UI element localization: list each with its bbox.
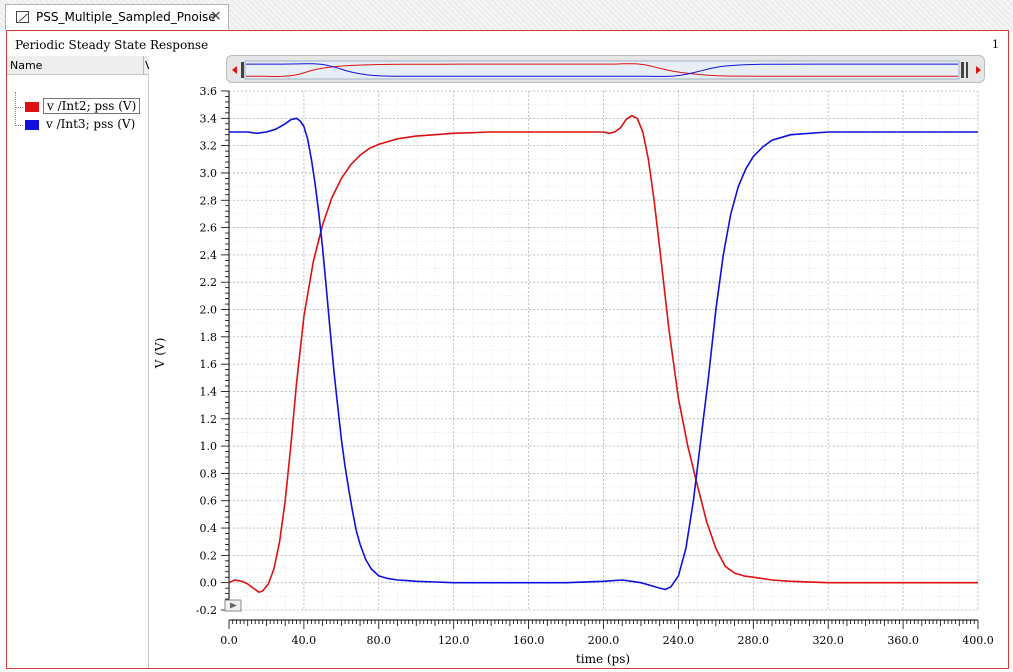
- grid: [228, 90, 979, 611]
- y-tick-label: 0.6: [200, 495, 218, 508]
- x-axis-label: time (ps): [576, 652, 630, 666]
- legend-swatch-int2: [25, 102, 39, 112]
- overview-window[interactable]: [244, 60, 960, 80]
- y-tick-label: 0.0: [200, 577, 218, 590]
- x-tick-label: 80.0: [367, 634, 392, 647]
- scroll-right-arrow-icon[interactable]: [976, 66, 981, 74]
- x-tick-label: 120.0: [438, 634, 470, 647]
- x-tick-label: 200.0: [588, 634, 620, 647]
- legend-label-int2: v /Int2; pss (V): [43, 98, 141, 114]
- overview-trace-int2: [245, 63, 958, 77]
- x-tick-labels: 0.0 40.0 80.0 120.0 160.0 200.0 240.0 280.0 320.…: [220, 634, 994, 647]
- x-tick-label: 400.0: [962, 634, 994, 647]
- legend-swatch-int3: [25, 120, 39, 130]
- value-column-header[interactable]: V: [145, 59, 149, 72]
- y-tick-label: 2.8: [200, 194, 218, 207]
- x-tick-label: 160.0: [513, 634, 545, 647]
- y-tick-label: 2.0: [200, 304, 218, 317]
- axes: [221, 90, 979, 629]
- tree-line: [15, 92, 17, 124]
- y-tick-label: 2.6: [200, 222, 218, 235]
- y-tick-label: 0.8: [200, 467, 218, 480]
- tree-branch: [15, 125, 23, 126]
- x-tick-label: 320.0: [812, 634, 844, 647]
- graph-frame: Periodic Steady State Response 1 Name V …: [6, 30, 1009, 669]
- tree-branch: [15, 107, 23, 108]
- series-line-int3[interactable]: [229, 117, 978, 591]
- tab-bar: PSS_Multiple_Sampled_Pnoise ×: [0, 0, 1013, 30]
- frame-title: Periodic Steady State Response: [15, 38, 209, 52]
- y-tick-label: 1.4: [200, 385, 218, 398]
- x-tick-label: 240.0: [663, 634, 695, 647]
- y-tick-label: 3.4: [200, 112, 218, 125]
- x-tick-label: 280.0: [738, 634, 770, 647]
- x-tick-label: 360.0: [887, 634, 919, 647]
- play-icon: [230, 602, 237, 609]
- close-icon[interactable]: ×: [210, 8, 222, 24]
- trace-panel: Name V v /Int2; pss (V) v /Int3; pss (V): [7, 56, 149, 668]
- y-tick-label: 3.0: [200, 167, 218, 180]
- y-tick-label: 1.0: [200, 440, 218, 453]
- name-column-header[interactable]: Name: [10, 59, 43, 72]
- y-tick-label: 1.8: [200, 331, 218, 344]
- scroll-left-arrow-icon[interactable]: [232, 66, 237, 74]
- series-line-int2[interactable]: [228, 114, 978, 593]
- y-tick-label: 1.2: [200, 413, 218, 426]
- y-tick-label: 3.6: [200, 85, 218, 98]
- x-tick-label: 0.0: [220, 634, 238, 647]
- overview-right-handle[interactable]: [961, 62, 964, 78]
- overview-right-handle-2[interactable]: [966, 62, 968, 78]
- tab-pss-multiple-sampled-pnoise[interactable]: PSS_Multiple_Sampled_Pnoise ×: [5, 4, 229, 30]
- y-tick-labels: -0.2 0.0 0.2 0.4 0.6 0.8 1.0 1.2 1.4 1.6 1.8 2.0 2.2…: [196, 85, 217, 617]
- trace-list-header: Name V: [7, 56, 149, 75]
- subwindow-number: 1: [992, 38, 999, 51]
- graph-window-icon: [16, 11, 29, 23]
- series: [228, 114, 978, 593]
- overview-trace-int3: [246, 63, 958, 77]
- overview-left-handle[interactable]: [241, 62, 244, 78]
- y-tick-label: 3.2: [200, 140, 218, 153]
- legend-label-int3: v /Int3; pss (V): [46, 117, 136, 131]
- y-tick-label: 2.2: [200, 276, 218, 289]
- y-tick-label: 0.2: [200, 549, 218, 562]
- tab-title: PSS_Multiple_Sampled_Pnoise: [36, 10, 216, 24]
- overview-svg: [232, 60, 981, 80]
- y-tick-label: -0.2: [196, 604, 217, 617]
- overview-scrollbar[interactable]: [226, 55, 985, 83]
- column-separator[interactable]: [143, 56, 144, 75]
- x-tick-label: 40.0: [292, 634, 317, 647]
- y-tick-label: 2.4: [200, 249, 218, 262]
- y-tick-label: 0.4: [200, 522, 218, 535]
- y-tick-label: 1.6: [200, 358, 218, 371]
- y-axis-label: V (V): [153, 338, 167, 370]
